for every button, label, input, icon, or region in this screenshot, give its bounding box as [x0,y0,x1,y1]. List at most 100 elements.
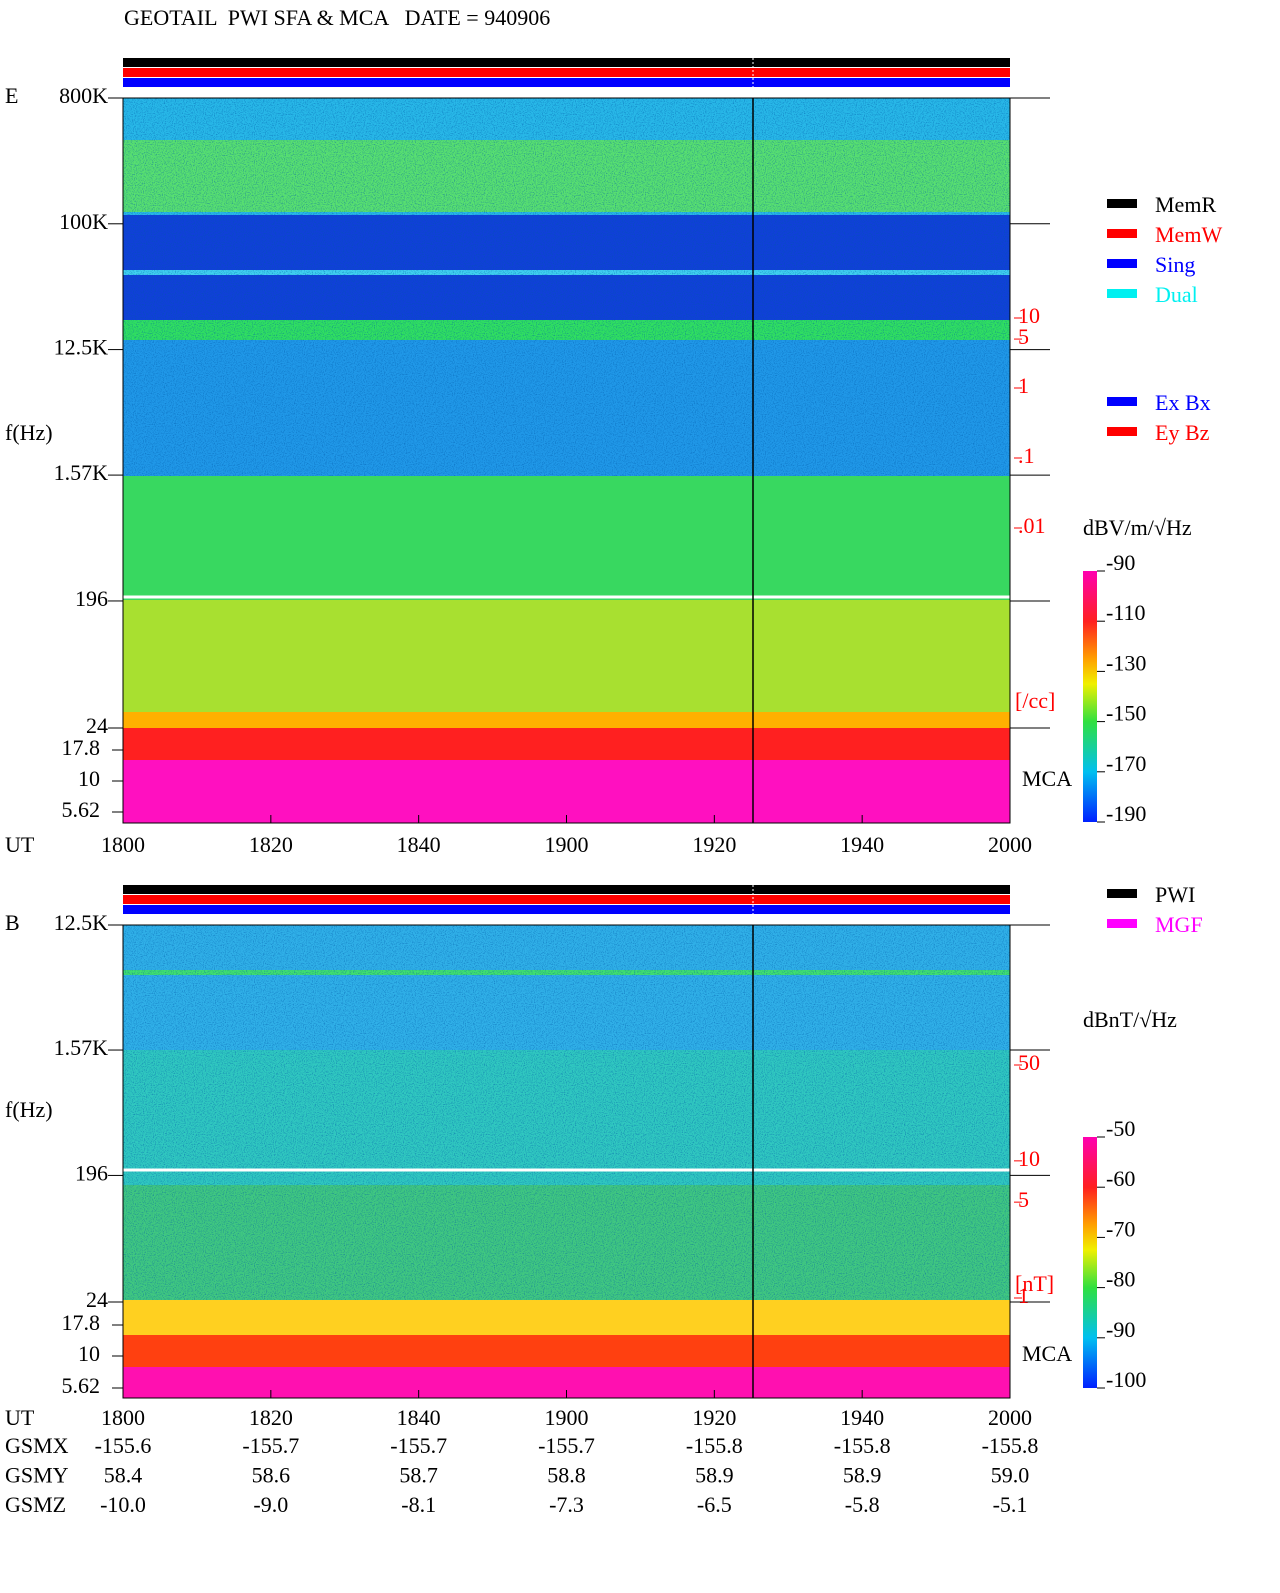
x-tick-label: 2000 [988,832,1032,857]
colorbar-tick-label: -110 [1106,600,1146,625]
legend-swatch [1107,889,1137,898]
orbit-row-label: GSMZ [5,1492,66,1517]
colorbar-tick-label: -100 [1106,1367,1146,1392]
legend-label: PWI [1155,882,1195,907]
status-bar [123,78,1010,87]
density-tick-label: 5 [1018,1187,1029,1212]
legend-label: MGF [1155,912,1203,937]
density-tick-label: 1 [1018,1283,1029,1308]
orbit-value: 58.8 [547,1463,586,1488]
orbit-value: -7.3 [549,1492,584,1517]
orbit-value: 58.7 [399,1463,438,1488]
mca-label: MCA [1022,766,1072,791]
legend-swatch [1107,289,1137,298]
status-bar [123,885,1010,894]
status-bar [123,58,1010,67]
mca-channel-label: 5.62 [62,1373,101,1398]
colorbar-tick-label: -150 [1106,701,1146,726]
orbit-value: 58.9 [695,1463,734,1488]
x-tick-label: 2000 [988,1405,1032,1430]
orbit-value: -8.1 [401,1492,436,1517]
orbit-value: -155.7 [242,1433,299,1458]
x-tick-label: 1820 [249,832,293,857]
x-tick-label: 1940 [840,832,884,857]
orbit-value: 58.4 [104,1463,143,1488]
colorbar-label: dBV/m/√Hz [1083,515,1192,540]
colorbar-tick-label: -60 [1106,1166,1135,1191]
colorbar-tick-label: -50 [1106,1116,1135,1141]
legend-label: MemR [1155,192,1216,217]
orbit-value: -9.0 [253,1492,288,1517]
mca-channel-label: 10 [78,766,100,791]
y-tick-label: 1.57K [54,1035,109,1060]
density-unit: [/cc] [1015,688,1055,713]
status-bar [123,905,1010,914]
x-tick-label: 1800 [101,1405,145,1430]
legend-label: Sing [1155,252,1195,277]
y-tick-label: 1.57K [54,460,109,485]
density-tick-label: 1 [1018,373,1029,398]
orbit-value: -10.0 [100,1492,146,1517]
y-tick-label: 100K [59,209,108,234]
y-tick-label: 196 [75,586,108,611]
x-tick-label: 1820 [249,1405,293,1430]
x-tick-label: 1920 [692,1405,736,1430]
orbit-value: -155.8 [982,1433,1039,1458]
orbit-value: -155.6 [95,1433,152,1458]
colorbar-tick-label: -70 [1106,1216,1135,1241]
spectrogram-band [123,1300,1010,1335]
orbit-value: -6.5 [697,1492,732,1517]
orbit-value: 58.6 [252,1463,291,1488]
density-tick-label: .01 [1018,513,1046,538]
colorbar-tick-label: -170 [1106,751,1146,776]
orbit-value: -5.8 [845,1492,880,1517]
legend-label: Dual [1155,282,1198,307]
colorbar-tick-label: -190 [1106,801,1146,826]
spectrogram-band [123,476,1010,600]
colorbar-label: dBnT/√Hz [1083,1007,1177,1032]
x-tick-label: 1900 [545,1405,589,1430]
orbit-row-label: GSMY [5,1463,69,1488]
y-tick-label: 12.5K [54,335,109,360]
x-tick-label: 1900 [545,832,589,857]
y-tick-label: 12.5K [54,910,109,935]
spectrogram-band [123,1335,1010,1367]
x-tick-label: 1840 [397,832,441,857]
mca-channel-label: 17.8 [62,735,101,760]
spectrogram-band [123,600,1010,712]
legend-swatch [1107,259,1137,268]
orbit-value: -155.7 [390,1433,447,1458]
x-tick-label: 1940 [840,1405,884,1430]
orbit-value: 58.9 [843,1463,882,1488]
y-tick-label: 24 [86,1287,108,1312]
y-axis-label: f(Hz) [5,420,53,445]
mca-channel-label: 10 [78,1341,100,1366]
legend-label: MemW [1155,222,1222,247]
legend-swatch [1107,199,1137,208]
density-tick-label: .1 [1018,443,1035,468]
mca-channel-label: 5.62 [62,797,101,822]
colorbar-tick-label: -90 [1106,1317,1135,1342]
y-tick-label: 196 [75,1160,108,1185]
legend-swatch [1107,229,1137,238]
density-unit: [nT] [1015,1271,1054,1296]
spectrogram-band [123,728,1010,760]
y-tick-label: 24 [86,713,108,738]
panel-label: E [5,83,18,108]
orbit-row-label: GSMX [5,1433,69,1458]
panel-label: B [5,910,20,935]
colorbar [1083,571,1097,822]
colorbar [1083,1137,1097,1388]
x-tick-label: 1800 [101,832,145,857]
colorbar-tick-label: -90 [1106,550,1135,575]
density-tick-label: 5 [1018,324,1029,349]
spectrogram-band [123,712,1010,728]
legend-swatch [1107,427,1137,436]
legend-label: Ex Bx [1155,390,1211,415]
legend-swatch [1107,397,1137,406]
orbit-value: -5.1 [993,1492,1028,1517]
x-axis-label: UT [5,1405,35,1430]
density-tick-label: 10 [1018,1146,1040,1171]
y-axis-label: f(Hz) [5,1097,53,1122]
